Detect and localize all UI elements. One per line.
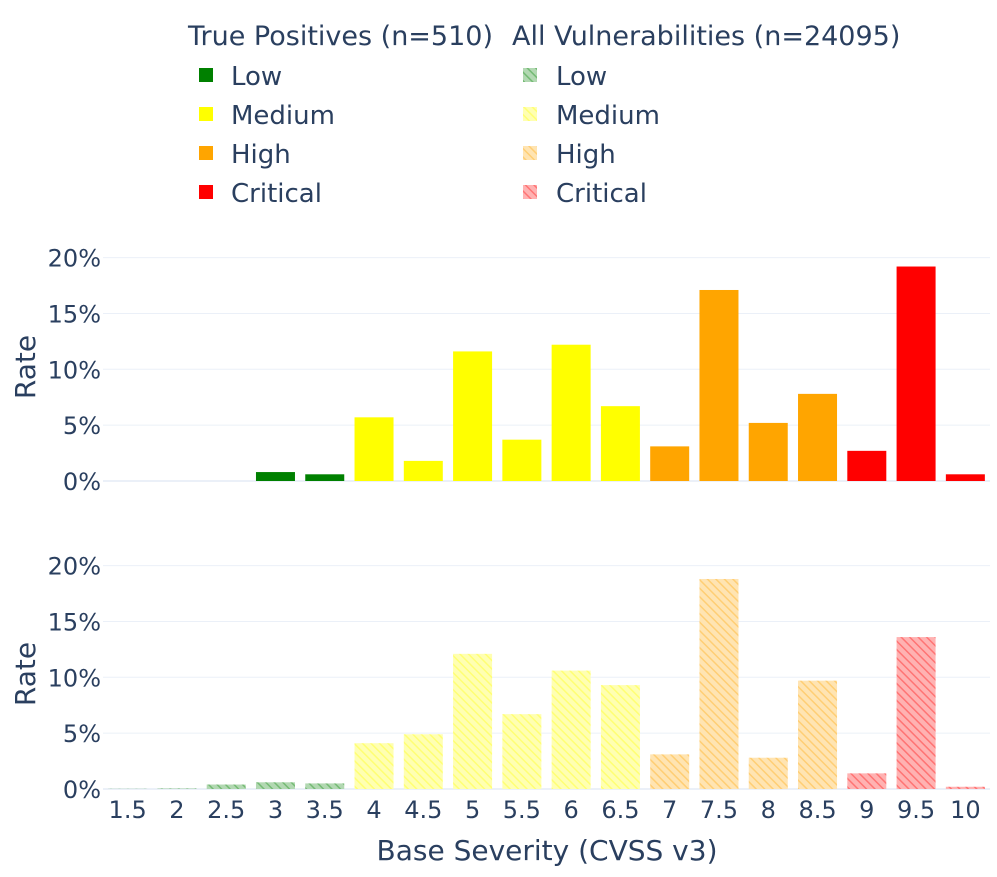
x-tick-label: 5 bbox=[465, 796, 480, 824]
bar-critical[interactable] bbox=[897, 637, 936, 789]
bar-critical[interactable] bbox=[847, 773, 886, 789]
bar-low[interactable] bbox=[157, 788, 196, 789]
bar-low[interactable] bbox=[256, 472, 295, 481]
x-tick-label: 9.5 bbox=[897, 796, 935, 824]
legend-swatch-tp-medium[interactable] bbox=[199, 107, 213, 121]
x-axis: 1.5 2 2.5 3 3.5 4 4.5 5 5.5 6 6.5 7 7.5 8 8.5 9 9.5 10 bbox=[109, 796, 981, 824]
y-tick-label: 20% bbox=[48, 553, 101, 581]
bar-medium[interactable] bbox=[404, 461, 443, 481]
bar-medium[interactable] bbox=[453, 351, 492, 481]
legend-label-all-critical[interactable]: Critical bbox=[556, 179, 647, 209]
x-axis-title: Base Severity (CVSS v3) bbox=[376, 834, 717, 867]
bar-low[interactable] bbox=[305, 474, 344, 481]
x-tick-label: 10 bbox=[950, 796, 981, 824]
bar-medium[interactable] bbox=[453, 654, 492, 789]
bar-high[interactable] bbox=[749, 423, 788, 481]
y-tick-label: 15% bbox=[48, 608, 101, 636]
x-tick-label: 8 bbox=[761, 796, 776, 824]
bar-high[interactable] bbox=[650, 446, 689, 481]
legend-swatch-tp-low[interactable] bbox=[199, 68, 213, 82]
legend-title-true-positives: True Positives (n=510) bbox=[187, 21, 493, 52]
legend-label-all-high[interactable]: High bbox=[556, 140, 616, 170]
bar-medium[interactable] bbox=[502, 440, 541, 481]
bar-medium[interactable] bbox=[355, 417, 394, 481]
bar-critical[interactable] bbox=[946, 787, 985, 789]
x-tick-label: 4 bbox=[366, 796, 381, 824]
legend-label-all-low[interactable]: Low bbox=[556, 62, 607, 92]
x-tick-label: 6 bbox=[563, 796, 578, 824]
y-axis-title-top: Rate bbox=[9, 335, 42, 399]
legend-swatch-tp-critical[interactable] bbox=[199, 185, 213, 199]
x-tick-label: 6.5 bbox=[601, 796, 639, 824]
legend-label-tp-medium[interactable]: Medium bbox=[231, 101, 335, 131]
bar-high[interactable] bbox=[699, 579, 738, 789]
x-tick-label: 2.5 bbox=[207, 796, 245, 824]
panel-true-positives: 0% 5% 10% 15% 20% bbox=[48, 245, 990, 496]
bar-low[interactable] bbox=[305, 783, 344, 789]
x-tick-label: 8.5 bbox=[798, 796, 836, 824]
bar-medium[interactable] bbox=[355, 743, 394, 789]
x-tick-label: 1.5 bbox=[109, 796, 147, 824]
y-tick-label: 10% bbox=[48, 664, 101, 692]
x-tick-label: 5.5 bbox=[503, 796, 541, 824]
x-tick-label: 4.5 bbox=[404, 796, 442, 824]
bar-high[interactable] bbox=[650, 754, 689, 789]
legend-label-tp-high[interactable]: High bbox=[231, 140, 291, 170]
x-tick-label: 3 bbox=[268, 796, 283, 824]
y-axis-title-bottom: Rate bbox=[9, 642, 42, 706]
y-tick-label: 10% bbox=[48, 356, 101, 384]
legend-swatch-all-high[interactable] bbox=[523, 146, 537, 160]
legend-label-all-medium[interactable]: Medium bbox=[556, 101, 660, 131]
bar-medium[interactable] bbox=[552, 345, 591, 481]
bar-medium[interactable] bbox=[552, 671, 591, 789]
y-tick-label: 5% bbox=[63, 412, 101, 440]
x-tick-label: 9 bbox=[859, 796, 874, 824]
legend-label-tp-low[interactable]: Low bbox=[231, 62, 282, 92]
bar-high[interactable] bbox=[699, 290, 738, 481]
y-tick-label: 20% bbox=[48, 245, 101, 273]
bar-critical[interactable] bbox=[897, 267, 936, 481]
bar-medium[interactable] bbox=[404, 734, 443, 789]
legend-swatch-all-low[interactable] bbox=[523, 68, 537, 82]
bar-high[interactable] bbox=[798, 394, 837, 481]
legend-swatch-all-medium[interactable] bbox=[523, 107, 537, 121]
x-tick-label: 7.5 bbox=[700, 796, 738, 824]
bar-critical[interactable] bbox=[946, 474, 985, 481]
y-tick-label: 5% bbox=[63, 720, 101, 748]
bar-medium[interactable] bbox=[601, 685, 640, 789]
bar-medium[interactable] bbox=[601, 406, 640, 481]
legend-label-tp-critical[interactable]: Critical bbox=[231, 179, 322, 209]
y-tick-label: 15% bbox=[48, 300, 101, 328]
bar-critical[interactable] bbox=[847, 451, 886, 481]
x-tick-label: 3.5 bbox=[306, 796, 344, 824]
x-tick-label: 7 bbox=[662, 796, 677, 824]
panel-all-vulnerabilities: 0% 5% 10% 15% 20% bbox=[48, 553, 990, 804]
legend-title-all-vulnerabilities: All Vulnerabilities (n=24095) bbox=[512, 21, 900, 52]
bar-low[interactable] bbox=[207, 785, 246, 789]
bar-medium[interactable] bbox=[502, 714, 541, 789]
bar-high[interactable] bbox=[749, 758, 788, 789]
y-tick-label: 0% bbox=[63, 776, 101, 804]
bar-high[interactable] bbox=[798, 681, 837, 789]
x-tick-label: 2 bbox=[169, 796, 184, 824]
legend-swatch-tp-high[interactable] bbox=[199, 146, 213, 160]
y-tick-label: 0% bbox=[63, 468, 101, 496]
legend[interactable]: True Positives (n=510) All Vulnerabiliti… bbox=[187, 21, 900, 209]
legend-swatch-all-critical[interactable] bbox=[523, 185, 537, 199]
bar-low[interactable] bbox=[256, 782, 295, 789]
